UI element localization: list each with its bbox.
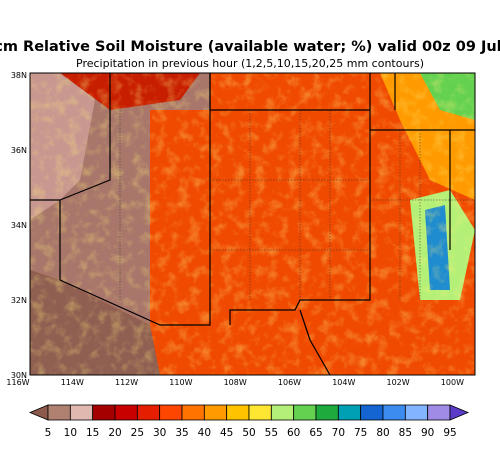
map bbox=[30, 73, 475, 375]
lon-label: 100W bbox=[441, 378, 464, 387]
colorbar-arrow bbox=[28, 404, 49, 421]
map-frame bbox=[29, 72, 476, 376]
colorbar-box bbox=[47, 404, 71, 421]
lon-label: 116W bbox=[6, 378, 29, 387]
colorbar-box bbox=[69, 404, 94, 421]
colorbar-label: 70 bbox=[332, 427, 345, 439]
lat-label: 34N bbox=[11, 221, 27, 230]
lon-label: 110W bbox=[169, 378, 192, 387]
lat-label: 32N bbox=[11, 296, 27, 305]
lon-label: 104W bbox=[332, 378, 355, 387]
colorbar-label: 10 bbox=[64, 427, 77, 439]
colorbar-label: 75 bbox=[354, 427, 367, 439]
colorbar-label: 60 bbox=[287, 427, 300, 439]
lat-label: 36N bbox=[11, 146, 27, 155]
colorbar-box bbox=[159, 404, 183, 421]
colorbar-box bbox=[293, 404, 317, 421]
colorbar-label: 40 bbox=[198, 427, 211, 439]
texture bbox=[30, 73, 475, 375]
colorbar-arrow bbox=[449, 404, 470, 421]
colorbar-box bbox=[270, 404, 295, 421]
colorbar-label: 50 bbox=[242, 427, 255, 439]
colorbar-label: 85 bbox=[399, 427, 412, 439]
lat-label: 30N bbox=[11, 371, 27, 380]
colorbar-box bbox=[181, 404, 205, 421]
lat-label: 38N bbox=[11, 71, 27, 80]
colorbar-box bbox=[360, 404, 384, 421]
lon-label: 108W bbox=[224, 378, 247, 387]
colorbar-box bbox=[136, 404, 161, 421]
colorbar-label: 25 bbox=[131, 427, 144, 439]
colorbar-label: 55 bbox=[265, 427, 278, 439]
colorbar-box bbox=[427, 404, 451, 421]
colorbar-box bbox=[226, 404, 250, 421]
colorbar-label: 90 bbox=[421, 427, 434, 439]
colorbar-box bbox=[203, 404, 228, 421]
colorbar-box bbox=[337, 404, 362, 421]
colorbar-box bbox=[382, 404, 406, 421]
colorbar-label: 45 bbox=[220, 427, 233, 439]
colorbar-label: 65 bbox=[309, 427, 322, 439]
colorbar-label: 20 bbox=[108, 427, 121, 439]
colorbar-box bbox=[315, 404, 339, 421]
colorbar-label: 35 bbox=[175, 427, 188, 439]
colorbar-box bbox=[248, 404, 272, 421]
colorbar-label: 95 bbox=[443, 427, 456, 439]
colorbar-box bbox=[114, 404, 138, 421]
lon-label: 114W bbox=[61, 378, 84, 387]
colorbar: 5 10 15 20 25 30 35 40 45 50 55 60 65 70 75 80 85 90 95 bbox=[28, 404, 470, 439]
lon-label: 102W bbox=[387, 378, 410, 387]
colorbar-label: 5 bbox=[45, 427, 52, 439]
county-border bbox=[119, 110, 475, 300]
colorbar-label: 80 bbox=[376, 427, 389, 439]
title: 0-10 cm Relative Soil Moisture (availabl… bbox=[0, 39, 500, 55]
state-border bbox=[30, 73, 211, 326]
subtitle: Precipitation in previous hour (1,2,5,10… bbox=[76, 57, 424, 70]
colorbar-box bbox=[92, 404, 116, 421]
lon-label: 106W bbox=[278, 378, 301, 387]
colorbar-label: 15 bbox=[86, 427, 99, 439]
lon-label: 112W bbox=[115, 378, 138, 387]
colorbar-box bbox=[404, 404, 429, 421]
colorbar-label: 30 bbox=[153, 427, 166, 439]
